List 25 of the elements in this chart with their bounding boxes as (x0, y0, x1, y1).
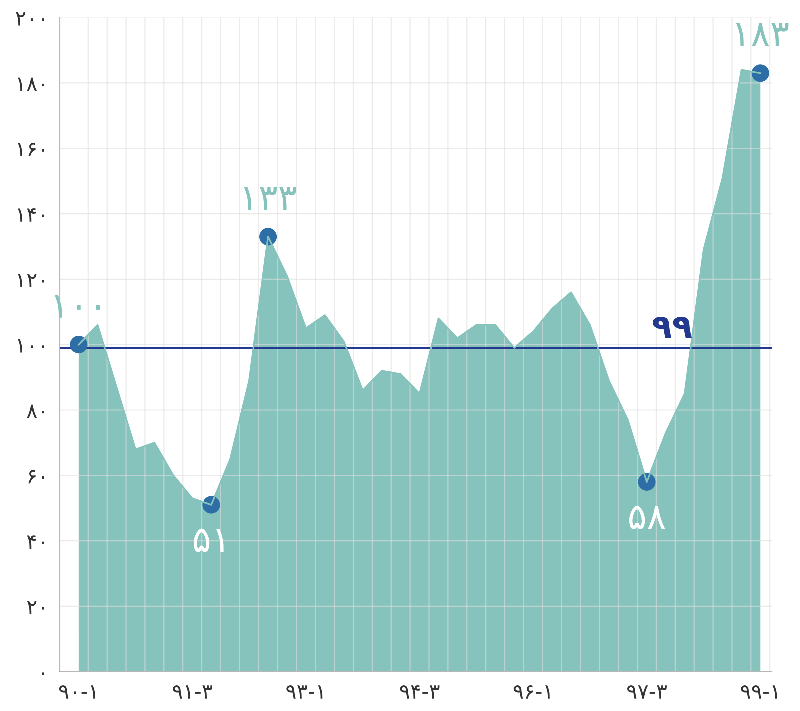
x-tick-label: ۹۰-۱ (59, 686, 96, 699)
x-tick-label: ۹۷-۳ (627, 686, 667, 699)
x-tick-label: ۹۳-۱ (286, 686, 323, 699)
data-label: ۱۸۳ (736, 23, 789, 46)
x-tick-label: ۹۹-۱ (741, 686, 778, 699)
x-tick-label: ۹۴-۳ (400, 685, 440, 699)
y-tick-label: ۱۰۰ (18, 340, 44, 353)
point (752, 64, 770, 82)
data-label: ۱۳۳ (244, 187, 296, 210)
data-label: ۵۱ (194, 528, 224, 552)
y-tick-label: ۶۰ (28, 470, 44, 484)
y-tick-label: ۱۸۰ (18, 78, 44, 92)
x-tick-label: ۹۶-۱ (514, 686, 550, 699)
y-tick-label: ۰ (42, 672, 44, 676)
y-tick-label: ۱۶۰ (18, 143, 44, 157)
y-tick-label: ۴۰ (27, 536, 44, 549)
data-label: ۵۸ (629, 506, 666, 530)
y-tick-label: ۲۰۰ (16, 12, 44, 26)
y-tick-label: ۲۰ (27, 601, 44, 614)
ref-line-label: ۹۹ (653, 317, 692, 338)
y-tick-label: ۱۴۰ (18, 208, 44, 222)
point (70, 336, 88, 354)
y-tick-label: ۸۰ (27, 404, 44, 418)
x-tick-label: ۹۱-۳ (173, 686, 213, 699)
y-tick-label: ۱۲۰ (18, 274, 44, 288)
